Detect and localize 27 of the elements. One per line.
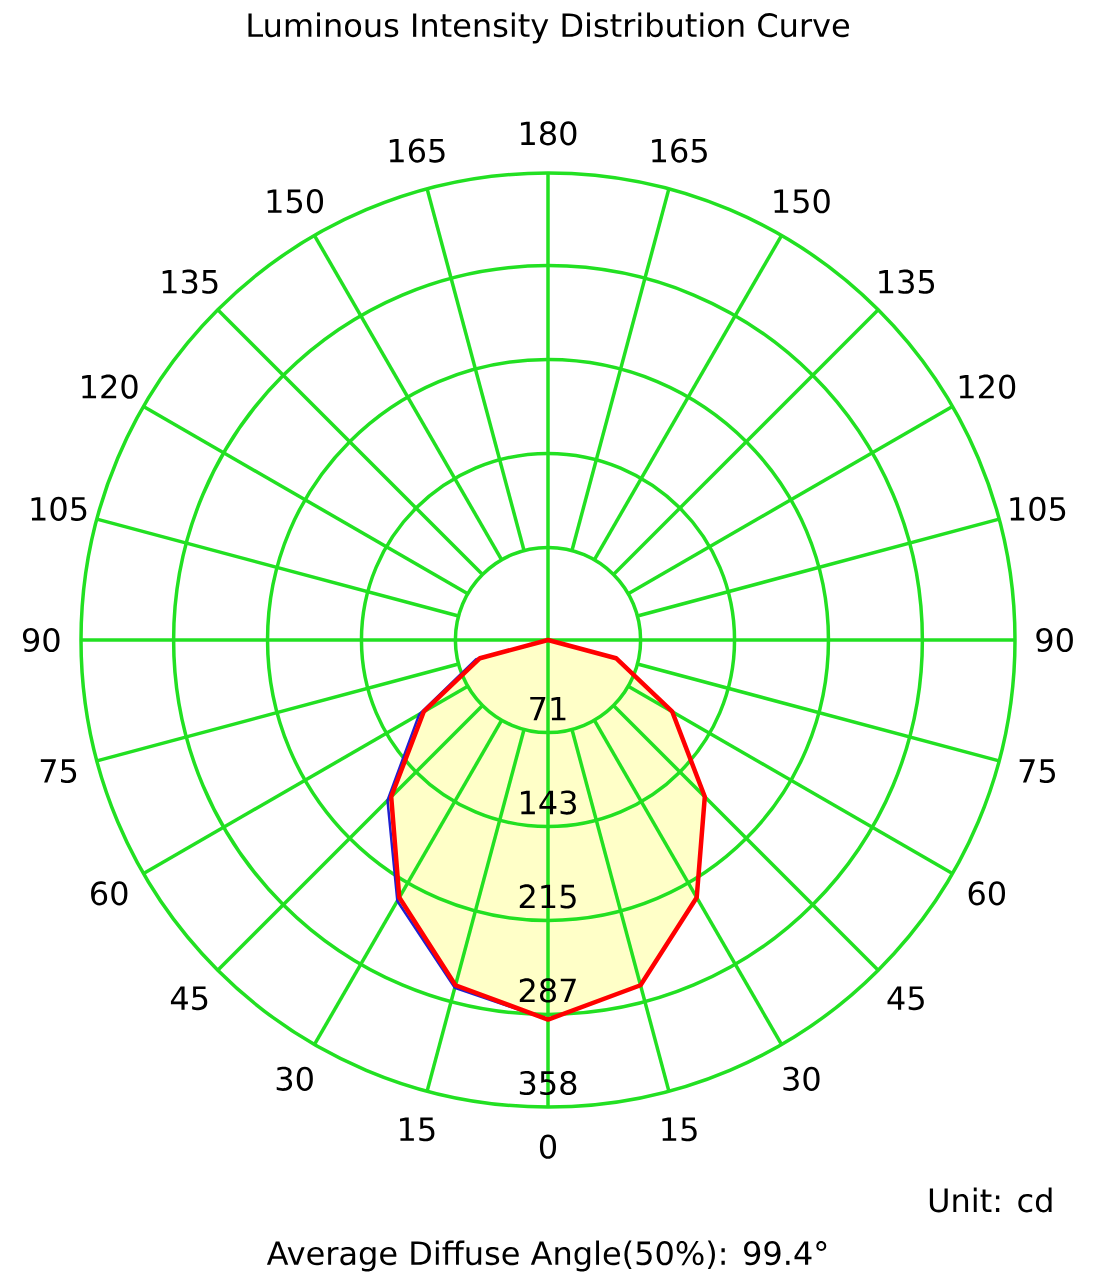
spoke-label: 60 [968, 881, 1006, 906]
spoke-label: 75 [1019, 759, 1055, 784]
spoke-label: 120 [82, 374, 138, 399]
spoke-label: 180 [520, 121, 577, 146]
spoke-label: 120 [959, 374, 1016, 399]
spoke-label: 30 [276, 1066, 313, 1091]
spoke-label: 60 [91, 881, 128, 906]
spoke-label: 30 [783, 1066, 820, 1091]
spoke-label: 165 [652, 138, 707, 163]
text: Average Diffuse Angle(50%): 99.4° [266, 1240, 827, 1272]
chart-title: Luminous Intensity Distribution Curve [248, 12, 850, 44]
spoke-label: 150 [267, 189, 324, 214]
spoke-label: 45 [887, 986, 924, 1011]
text: Unit: cd [929, 1187, 1052, 1213]
spoke-label: 0 [539, 1134, 557, 1159]
spoke-label: 105 [1010, 496, 1066, 521]
spoke-label: 105 [31, 496, 87, 521]
spoke-label: 75 [40, 759, 77, 784]
spoke-label: 135 [162, 269, 218, 294]
spoke-label: 15 [400, 1117, 435, 1142]
spoke-label: 90 [1036, 627, 1073, 653]
spoke-label: 150 [774, 189, 830, 214]
spoke-label: 165 [389, 138, 445, 163]
spoke-label: 90 [22, 627, 60, 653]
spoke-label: 15 [662, 1117, 697, 1142]
spoke-label: 135 [879, 269, 935, 294]
spoke-label: 45 [170, 986, 208, 1011]
